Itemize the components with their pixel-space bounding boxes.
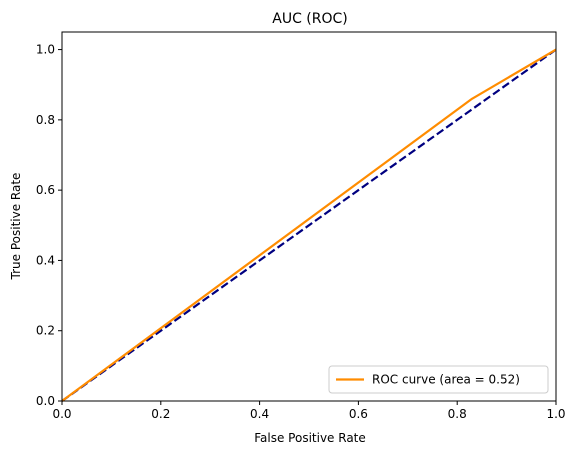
y-tick-label: 0.8 — [36, 113, 55, 127]
legend-box — [328, 365, 549, 394]
y-tick-label: 0.0 — [36, 394, 55, 408]
x-tick-label: 1.0 — [546, 407, 565, 421]
legend: ROC curve (area = 0.52) — [328, 365, 549, 394]
roc-curve-line — [61, 48, 557, 402]
plot-area: 0.0 0.2 0.4 0.6 0.8 1.0 0.0 0.2 0.4 0.6 0.8 1.0 ROC … — [36, 31, 566, 421]
plot-frame — [61, 31, 557, 402]
x-tick-label: 0.6 — [349, 407, 368, 421]
y-axis-label: True Positive Rate — [9, 173, 23, 281]
y-tick-label: 0.2 — [36, 324, 55, 338]
y-tick-label: 1.0 — [36, 43, 55, 57]
diagonal-reference-line — [61, 48, 557, 402]
x-axis-label: False Positive Rate — [254, 431, 366, 445]
x-tick-label: 0.8 — [448, 407, 467, 421]
x-tick-label: 0.2 — [151, 407, 170, 421]
legend-label: ROC curve (area = 0.52) — [372, 373, 520, 387]
chart-title: AUC (ROC) — [272, 11, 348, 27]
y-tick-label: 0.6 — [36, 183, 55, 197]
x-tick-label: 0.0 — [52, 407, 71, 421]
x-tick-label: 0.4 — [250, 407, 269, 421]
y-tick-label: 0.4 — [36, 253, 55, 267]
